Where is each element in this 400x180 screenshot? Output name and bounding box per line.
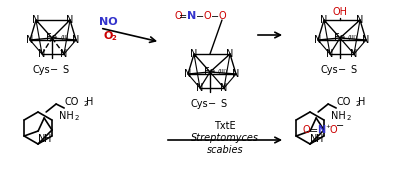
Text: N: N [326,49,334,59]
Text: N: N [310,134,318,144]
Text: 2: 2 [112,35,116,41]
Text: H: H [316,134,324,144]
Text: 2: 2 [356,101,360,107]
Text: H: H [44,134,52,144]
Text: Fe: Fe [204,67,216,77]
Text: O: O [103,31,113,41]
Text: Cys: Cys [320,65,338,75]
Text: N: N [190,49,198,59]
Text: O: O [174,11,182,21]
Text: N: N [196,83,204,93]
Text: N: N [320,15,328,25]
Text: −: − [338,65,346,75]
Text: Cys: Cys [32,65,50,75]
Text: −: − [50,65,58,75]
Text: N: N [356,15,364,25]
Text: −: − [211,12,219,22]
Text: 2: 2 [75,115,79,121]
Text: O: O [218,11,226,21]
Text: (II): (II) [60,35,68,39]
Text: NH: NH [59,111,74,121]
Text: S: S [62,65,68,75]
Text: N: N [220,83,228,93]
Text: O: O [203,11,211,21]
Text: O: O [302,125,310,135]
Text: S: S [350,65,356,75]
Text: N: N [184,69,192,79]
Text: N: N [38,49,46,59]
Text: N: N [317,125,325,135]
Text: N: N [60,49,68,59]
Text: CO: CO [337,97,351,107]
Text: OH: OH [332,7,348,17]
Text: Cys: Cys [190,99,208,109]
Text: N: N [362,35,370,45]
Text: Streptomyces: Streptomyces [191,133,259,143]
Text: H: H [86,97,94,107]
Text: O: O [329,125,337,135]
Text: =: = [310,126,318,136]
Text: −: − [336,121,344,131]
Text: scabies: scabies [207,145,243,155]
Text: N: N [314,35,322,45]
Text: 2: 2 [347,115,351,121]
Text: −: − [208,99,216,109]
Text: TxtE: TxtE [214,121,236,131]
Text: (III): (III) [348,35,358,39]
Text: −: − [196,12,204,22]
Text: S: S [220,99,226,109]
Text: N: N [66,15,74,25]
Text: N: N [26,35,34,45]
Text: N: N [72,35,80,45]
Text: (III): (III) [218,69,228,73]
Text: =: = [179,12,187,22]
Text: NO: NO [99,17,117,27]
Text: Fe: Fe [334,33,346,43]
Text: N: N [232,69,240,79]
Text: 2: 2 [84,101,88,107]
Text: N: N [32,15,40,25]
Text: CO: CO [65,97,79,107]
Text: NH: NH [331,111,346,121]
Text: N: N [38,134,46,144]
Text: N: N [187,11,197,21]
Text: N: N [350,49,358,59]
Text: Fe: Fe [46,33,58,43]
Text: H: H [358,97,366,107]
Text: N: N [226,49,234,59]
Text: +: + [325,123,330,129]
